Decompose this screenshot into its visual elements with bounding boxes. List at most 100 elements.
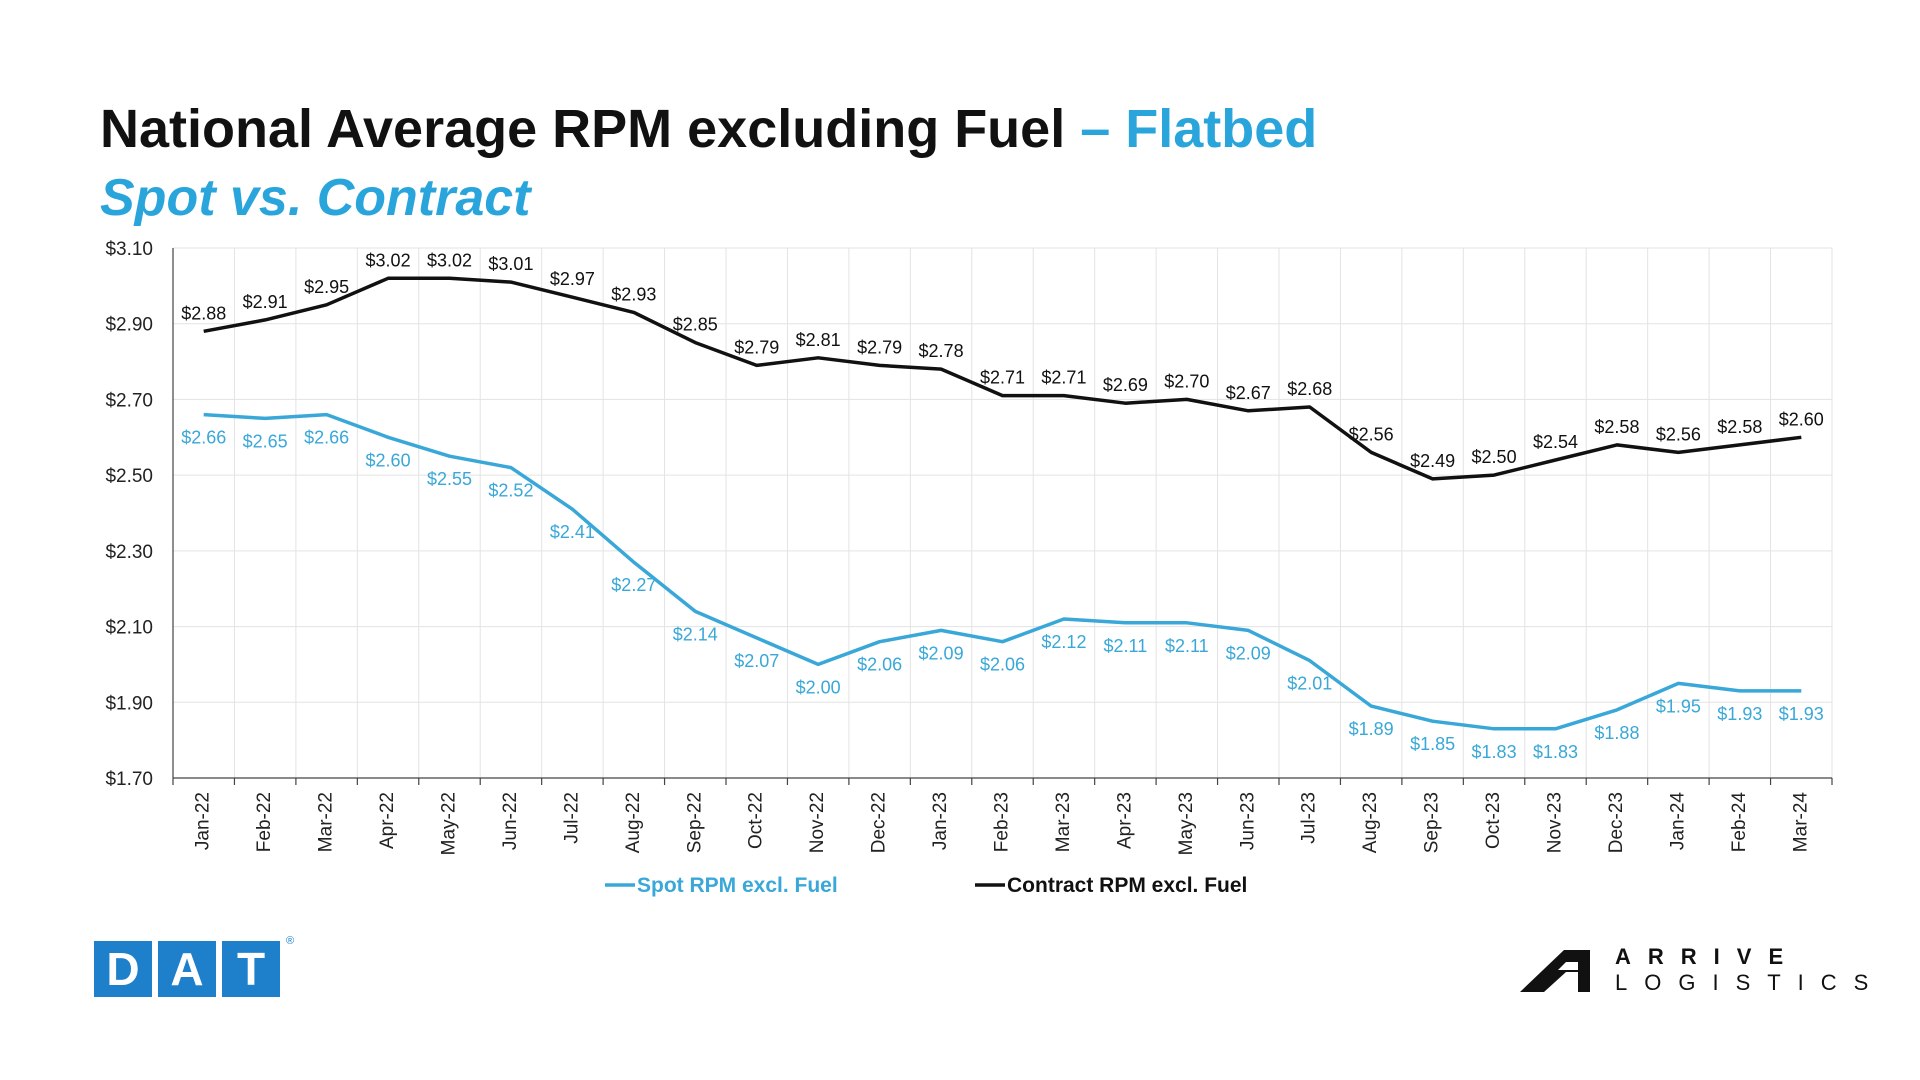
spot-data-label: $1.83 — [1533, 742, 1578, 762]
chart-title-main: National Average RPM excluding Fuel — [100, 99, 1066, 159]
spot-data-label: $1.88 — [1594, 723, 1639, 743]
contract-data-label: $3.02 — [427, 250, 472, 270]
x-tick-label: Jul-23 — [1299, 792, 1320, 844]
spot-data-label: $1.93 — [1717, 704, 1762, 724]
x-tick-label: Feb-23 — [992, 792, 1013, 852]
chart-title: National Average RPM excluding Fuel – Fl… — [100, 98, 1317, 160]
x-tick-label: Feb-22 — [254, 792, 275, 852]
x-tick-label: May-23 — [1176, 792, 1197, 855]
contract-data-label: $2.79 — [734, 337, 779, 357]
spot-data-label: $2.06 — [857, 655, 902, 675]
spot-data-label: $2.27 — [611, 575, 656, 595]
x-tick-label: Apr-22 — [377, 792, 398, 849]
logistics-logo-word: LOGISTICS — [1615, 970, 1886, 995]
x-tick-label: Mar-22 — [316, 792, 337, 852]
y-tick-label: $1.90 — [105, 693, 153, 714]
spot-data-label: $2.60 — [366, 450, 411, 470]
chart-title-accent: – Flatbed — [1080, 99, 1318, 159]
contract-data-label: $2.68 — [1287, 379, 1332, 399]
spot-data-label: $1.83 — [1472, 742, 1517, 762]
x-tick-label: Mar-23 — [1053, 792, 1074, 852]
x-tick-label: Jan-24 — [1667, 792, 1688, 851]
spot-data-label: $1.93 — [1779, 704, 1824, 724]
y-tick-label: $2.50 — [105, 466, 153, 487]
x-tick-label: Sep-22 — [684, 792, 705, 853]
contract-data-label: $2.79 — [857, 337, 902, 357]
x-tick-label: Jan-22 — [193, 792, 214, 850]
contract-data-label: $2.58 — [1717, 417, 1762, 437]
arrive-logistics-logo: ARRIVE LOGISTICS — [1520, 944, 1868, 996]
x-tick-label: Jan-23 — [930, 792, 951, 850]
dat-logo-letter-a: A — [158, 941, 216, 997]
contract-series-line — [203, 276, 1802, 481]
spot-data-label: $1.85 — [1410, 734, 1455, 754]
contract-data-label: $2.91 — [243, 292, 288, 312]
spot-data-label: $2.06 — [980, 655, 1025, 675]
x-tick-label: Aug-22 — [623, 792, 644, 853]
contract-data-label: $2.95 — [304, 277, 349, 297]
contract-data-label: $2.93 — [611, 284, 656, 304]
contract-data-label: $2.97 — [550, 269, 595, 289]
contract-data-label: $2.78 — [919, 341, 964, 361]
x-axis-ticks: Jan-22 Feb-22 Mar-22 Apr-22 May-22 Jun-22 Jul-… — [193, 792, 1812, 856]
chart-series — [203, 276, 1802, 731]
spot-data-label: $2.66 — [181, 428, 226, 448]
y-tick-label: $2.90 — [105, 315, 153, 336]
contract-data-label: $2.81 — [796, 330, 841, 350]
dat-logo-letter-d: D — [94, 941, 152, 997]
contract-data-label: $2.69 — [1103, 375, 1148, 395]
x-tick-label: Aug-23 — [1360, 792, 1381, 853]
x-tick-label: Feb-24 — [1729, 792, 1750, 853]
contract-data-label: $2.60 — [1779, 409, 1824, 429]
y-tick-label: $2.10 — [105, 618, 153, 639]
spot-data-label: $2.65 — [243, 431, 288, 451]
legend-contract-label: Contract RPM excl. Fuel — [1007, 874, 1247, 897]
x-tick-label: Jun-23 — [1237, 792, 1258, 850]
arrive-logo-word: ARRIVE — [1615, 944, 1801, 969]
contract-data-label: $2.56 — [1656, 424, 1701, 444]
spot-data-label: $2.12 — [1041, 632, 1086, 652]
contract-data-label: $2.71 — [1041, 368, 1086, 388]
dat-registered-mark: ® — [286, 935, 295, 947]
contract-data-label: $2.67 — [1226, 383, 1271, 403]
spot-data-label: $2.09 — [1226, 643, 1271, 663]
spot-data-label: $2.52 — [488, 481, 533, 501]
spot-data-label: $1.95 — [1656, 696, 1701, 716]
y-axis-ticks: $1.70 $1.90 $2.10 $2.30 $2.50 $2.70 $2.90 $3.10 — [105, 239, 153, 790]
x-tick-label: Nov-23 — [1545, 792, 1566, 853]
chart-subtitle: Spot vs. Contract — [100, 169, 531, 227]
contract-data-label: $2.71 — [980, 368, 1025, 388]
arrive-logistics-mark-icon — [1520, 950, 1590, 992]
spot-series-line — [203, 412, 1802, 731]
spot-data-label: $2.01 — [1287, 674, 1332, 694]
chart-legend: Spot RPM excl. Fuel Contract RPM excl. Fu… — [605, 874, 1247, 897]
contract-data-label: $2.50 — [1472, 447, 1517, 467]
x-tick-label: Dec-23 — [1606, 792, 1627, 853]
x-tick-label: Oct-22 — [746, 792, 767, 849]
x-tick-label: Sep-23 — [1422, 792, 1443, 853]
spot-data-label: $2.11 — [1165, 636, 1209, 656]
y-tick-label: $1.70 — [105, 769, 153, 790]
spot-data-label: $2.66 — [304, 428, 349, 448]
contract-data-label: $2.58 — [1594, 417, 1639, 437]
contract-data-label: $2.56 — [1349, 424, 1394, 444]
y-tick-label: $2.30 — [105, 542, 153, 563]
dat-logo-letter-t: T — [222, 941, 280, 997]
legend-spot-label: Spot RPM excl. Fuel — [637, 874, 838, 897]
contract-data-label: $3.01 — [488, 254, 533, 274]
contract-data-label: $2.70 — [1164, 371, 1209, 391]
contract-data-label: $2.85 — [673, 315, 718, 335]
x-tick-label: Nov-22 — [807, 792, 828, 853]
spot-data-label: $2.55 — [427, 469, 472, 489]
spot-data-label: $2.07 — [734, 651, 779, 671]
x-tick-label: Jul-22 — [561, 792, 582, 844]
chart-grid — [173, 247, 1833, 778]
spot-data-label: $2.00 — [796, 677, 841, 697]
spot-data-label: $1.89 — [1349, 719, 1394, 739]
data-labels: $2.66 $2.65 $2.66 $2.60 $2.55 $2.52 $2.41 $2.27… — [181, 250, 1824, 762]
chart-axes — [172, 248, 1833, 785]
spot-data-label: $2.14 — [673, 624, 718, 644]
x-tick-label: Oct-23 — [1483, 792, 1504, 849]
x-tick-label: Jun-22 — [500, 792, 521, 850]
